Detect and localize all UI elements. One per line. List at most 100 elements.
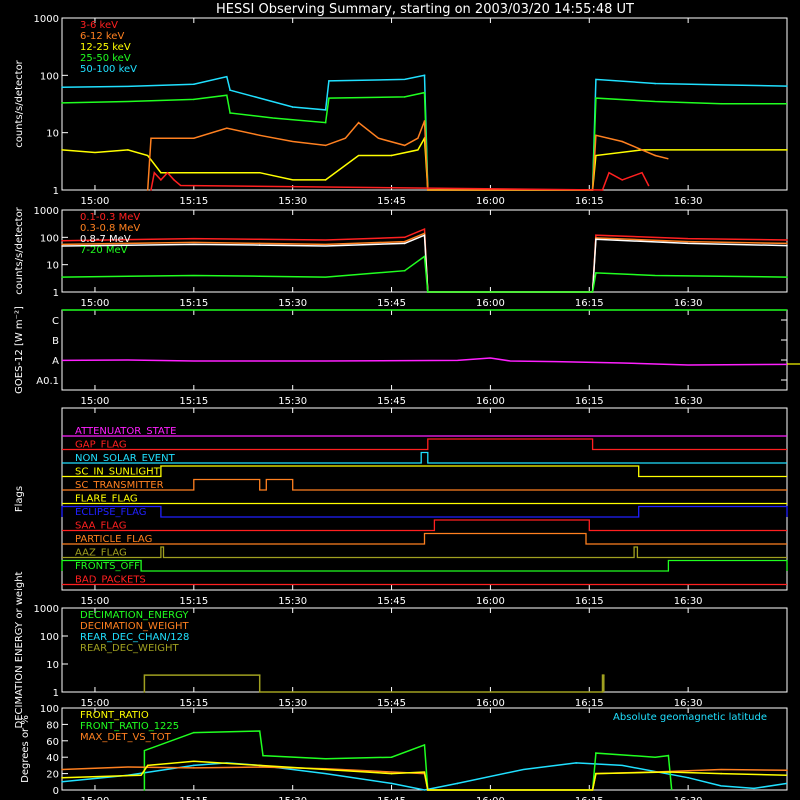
data-point: [786, 85, 788, 87]
data-point: [575, 762, 577, 764]
data-point: [595, 272, 597, 274]
data-point: [720, 102, 722, 105]
legend-entry: DECIMATION_ENERGY: [80, 610, 189, 621]
data-point: [595, 234, 597, 236]
data-point: [61, 276, 63, 278]
x-tick-label: 15:45: [377, 396, 406, 407]
x-tick-label: 16:30: [674, 298, 703, 309]
data-point: [324, 144, 327, 147]
data-point: [324, 179, 327, 181]
x-tick-label: 16:30: [674, 596, 703, 607]
data-point: [127, 149, 129, 151]
x-tick-label: 15:30: [278, 396, 307, 407]
x-tick-label: 15:15: [179, 596, 208, 607]
data-point: [601, 691, 604, 693]
x-tick-label: 16:15: [575, 698, 604, 709]
data-point: [390, 782, 393, 785]
x-tick-label: 15:15: [179, 796, 208, 800]
data-point: [258, 238, 261, 241]
x-tick-label: 16:30: [674, 396, 703, 407]
data-point: [786, 149, 788, 151]
data-point: [423, 120, 426, 122]
x-tick-label: 15:45: [377, 196, 406, 207]
data-point: [160, 179, 162, 181]
panel-6: 0 20 40 60 80 100 15:00 15:15 15:30 15:45 16:00 16:…: [20, 704, 788, 800]
x-tick-label: 15:45: [377, 796, 406, 800]
panel-2: 1 10 100 1000 15:00 15:15 15:30 15:45 16:00 16:15…: [14, 206, 788, 309]
flag-line-gap-flag: [62, 438, 787, 451]
data-point: [621, 140, 624, 143]
flag-label: FLARE_FLAG: [75, 494, 138, 505]
x-tick-label: 15:15: [179, 298, 208, 309]
panel-frame: [61, 407, 788, 591]
data-point: [193, 764, 195, 767]
data-point: [601, 189, 604, 191]
data-point: [258, 244, 261, 246]
data-point: [258, 134, 261, 137]
y-tick-label: B: [52, 336, 59, 347]
flag-line-saa-flag: [62, 519, 787, 532]
data-point: [173, 179, 175, 181]
x-tick-label: 15:30: [278, 196, 307, 207]
data-point: [150, 189, 152, 191]
x-tick-label: 15:45: [377, 298, 406, 309]
data-point: [667, 754, 670, 757]
flag-line-fronts-off: [61, 559, 788, 572]
data-point: [262, 754, 264, 757]
y-tick-label: 1000: [34, 206, 59, 217]
series-line-yellow: [61, 135, 787, 191]
y-tick-label: 1: [53, 688, 59, 699]
flag-label: SC_IN_SUNLIGHT: [75, 467, 161, 478]
plot-title: HESSI Observing Summary, starting on 200…: [216, 2, 634, 17]
data-point: [357, 121, 360, 124]
y-tick-label: 60: [46, 737, 59, 748]
x-tick-label: 15:45: [377, 596, 406, 607]
data-point: [61, 768, 63, 771]
data-point: [390, 154, 393, 157]
data-point: [423, 74, 426, 77]
y-tick-label: 20: [46, 770, 59, 781]
data-point: [291, 106, 294, 108]
x-tick-label: 16:00: [476, 298, 505, 309]
x-tick-label: 16:00: [476, 396, 505, 407]
panel-frame: [61, 309, 788, 391]
x-tick-label: 15:00: [81, 596, 110, 607]
x-tick-label: 15:00: [81, 298, 110, 309]
data-point: [720, 772, 722, 775]
annotation-label: Absolute geomagnetic latitude: [613, 712, 767, 723]
data-point: [324, 121, 327, 124]
data-point: [61, 86, 63, 89]
flag-line-eclipse-flag: [61, 505, 788, 518]
x-tick-label: 16:00: [476, 196, 505, 207]
x-tick-label: 16:15: [575, 596, 604, 607]
x-tick-label: 15:00: [81, 698, 110, 709]
y-axis-label: Flags: [14, 486, 25, 512]
flag-label: NON_SOLAR_EVENT: [75, 453, 176, 464]
data-point: [258, 171, 261, 174]
y-axis-label: Degrees or %: [20, 715, 31, 783]
data-point: [595, 772, 597, 775]
legend-entry: 6-12 keV: [80, 31, 124, 42]
legend-entry: 3-6 keV: [80, 20, 118, 31]
data-point: [61, 776, 63, 779]
data-point: [258, 275, 261, 277]
series-line-red: [150, 171, 650, 191]
series-line-orange: [61, 232, 788, 293]
data-point: [143, 691, 146, 693]
data-point: [61, 239, 63, 242]
flag-label: SAA_FLAG: [75, 521, 126, 532]
panel-frame: [61, 209, 788, 293]
panel-5: 1 10 100 1000 15:00 15:15 15:30 15:45 16:00 16:15…: [14, 571, 788, 728]
x-tick-label: 16:15: [575, 196, 604, 207]
x-tick-label: 15:00: [81, 396, 110, 407]
data-point: [621, 179, 624, 181]
data-point: [258, 764, 261, 767]
series-line-magenta: [61, 357, 788, 366]
data-point: [403, 144, 406, 147]
x-tick-label: 16:15: [575, 796, 604, 800]
data-point: [687, 776, 689, 779]
panel-4: 15:00 15:15 15:30 15:45 16:00 16:15 16:30 Flags…: [14, 407, 788, 607]
legend-entry: FRONT_RATIO_1225: [80, 721, 179, 732]
panel-3: A0.1 ABC 15:00 15:15 15:30 15:45 16:00 16:15 16:…: [14, 306, 788, 407]
legend-entry: FRONT_RATIO: [80, 710, 149, 721]
